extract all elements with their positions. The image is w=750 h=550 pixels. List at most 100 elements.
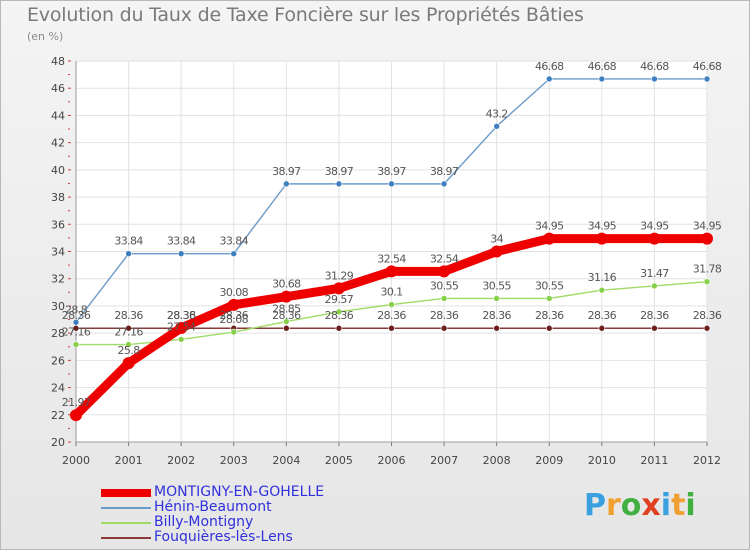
data-label-fouquieres: 28.36 [220,309,249,322]
data-label-henin: 33.84 [220,235,249,248]
data-label-billy: 31.78 [693,263,722,276]
data-point-fouquieres [388,324,395,332]
x-tick-label: 2008 [483,454,511,467]
chart-title: Evolution du Taux de Taxe Foncière sur l… [27,4,584,26]
data-label-billy: 28.08 [220,313,249,326]
data-label-fouquieres: 28.36 [114,309,143,322]
x-tick-label: 2005 [325,454,353,467]
data-point-billy [440,295,448,302]
data-point-fouquieres [440,324,448,332]
data-point-montigny [70,409,82,422]
data-point-billy [598,286,606,294]
data-label-henin: 46.68 [588,60,617,73]
x-tick-label: 2009 [535,454,563,467]
data-label-henin: 28.8 [65,303,88,316]
y-tick-label: 28 [51,327,65,340]
data-label-montigny: 34 [490,233,503,246]
data-label-fouquieres: 28.36 [167,309,196,322]
y-tick-label: 24 [51,382,65,395]
data-point-fouquieres [125,324,132,332]
logo-letter: t [671,488,686,523]
data-label-fouquieres: 28.36 [377,309,406,322]
data-label-montigny: 34.95 [693,220,722,233]
data-label-fouquieres: 28.36 [535,309,564,322]
data-label-fouquieres: 28.36 [640,309,669,322]
logo-letter: P [584,488,606,523]
data-label-henin: 46.68 [693,60,722,73]
data-point-fouquieres [493,324,500,332]
logo-letter: x [641,488,661,523]
data-point-billy [493,295,500,302]
data-label-fouquieres: 28.36 [482,309,511,322]
data-label-billy: 27.16 [62,326,91,339]
data-label-montigny: 32.54 [377,252,406,265]
y-tick-label: 46 [51,82,65,95]
logo-letter: i [685,488,696,523]
data-point-henin [651,75,658,83]
data-label-henin: 46.68 [535,60,564,73]
chart-subtitle: (en %) [27,30,64,43]
data-label-fouquieres: 28.36 [693,309,722,322]
data-label-billy: 30.55 [535,279,564,292]
data-point-henin [177,250,185,257]
data-label-montigny: 21.97 [62,396,91,409]
data-label-henin: 38.97 [430,165,459,178]
proxiti-logo: Proxiti [584,488,696,523]
x-tick-label: 2012 [693,454,721,467]
data-label-henin: 38.97 [325,165,354,178]
legend-swatch-fouquieres [101,537,151,539]
data-point-montigny [280,290,293,303]
legend-label-fouquieres: Fouquières-lès-Lens [154,529,293,545]
y-tick-label: 30 [51,300,65,313]
data-point-montigny [595,232,608,245]
data-label-billy: 30.55 [430,279,459,292]
data-label-billy: 31.47 [640,267,669,280]
y-tick-label: 32 [51,273,65,286]
data-point-fouquieres [283,324,290,332]
x-tick-label: 2007 [430,454,458,467]
data-label-fouquieres: 28.36 [325,309,354,322]
data-point-henin [545,75,553,83]
data-label-montigny: 30.08 [220,286,249,299]
data-label-montigny: 34.95 [588,220,617,233]
y-tick-label: 44 [51,109,65,122]
data-label-billy: 27.16 [114,326,143,339]
data-label-fouquieres: 28.36 [588,309,617,322]
data-point-billy [651,282,658,290]
data-label-henin: 43.2 [486,107,508,120]
data-label-montigny: 32.54 [430,252,459,265]
data-label-montigny: 30.68 [272,278,301,291]
data-point-henin [72,318,80,326]
data-point-fouquieres [335,324,343,332]
y-tick-label: 20 [51,436,65,449]
legend-swatch-henin [101,507,151,509]
x-tick-label: 2010 [588,454,616,467]
data-point-montigny [175,321,188,334]
x-tick-label: 2001 [115,454,143,467]
data-point-henin [440,180,448,188]
data-label-billy: 30.55 [482,279,511,292]
y-tick-label: 40 [51,164,65,177]
data-point-fouquieres [598,324,606,332]
data-label-montigny: 34.95 [640,220,669,233]
data-point-billy [335,308,343,316]
data-label-henin: 46.68 [640,60,669,73]
data-label-henin: 38.97 [377,165,406,178]
data-point-henin [125,250,132,257]
legend-swatch-billy [101,522,151,524]
data-point-henin [388,180,395,188]
y-tick-label: 42 [51,137,65,150]
data-point-montigny [648,232,661,245]
x-tick-label: 2003 [220,454,248,467]
data-point-montigny [227,298,240,311]
data-point-montigny [438,265,451,278]
data-point-montigny [543,232,556,245]
data-point-henin [283,180,290,188]
data-label-montigny: 25.8 [118,344,141,357]
y-tick-label: 48 [51,55,65,68]
data-point-billy [283,318,290,325]
data-label-montigny: 28.38 [167,309,196,322]
logo-letter: r [606,488,621,523]
data-point-henin [335,180,343,188]
data-point-billy [230,328,238,336]
